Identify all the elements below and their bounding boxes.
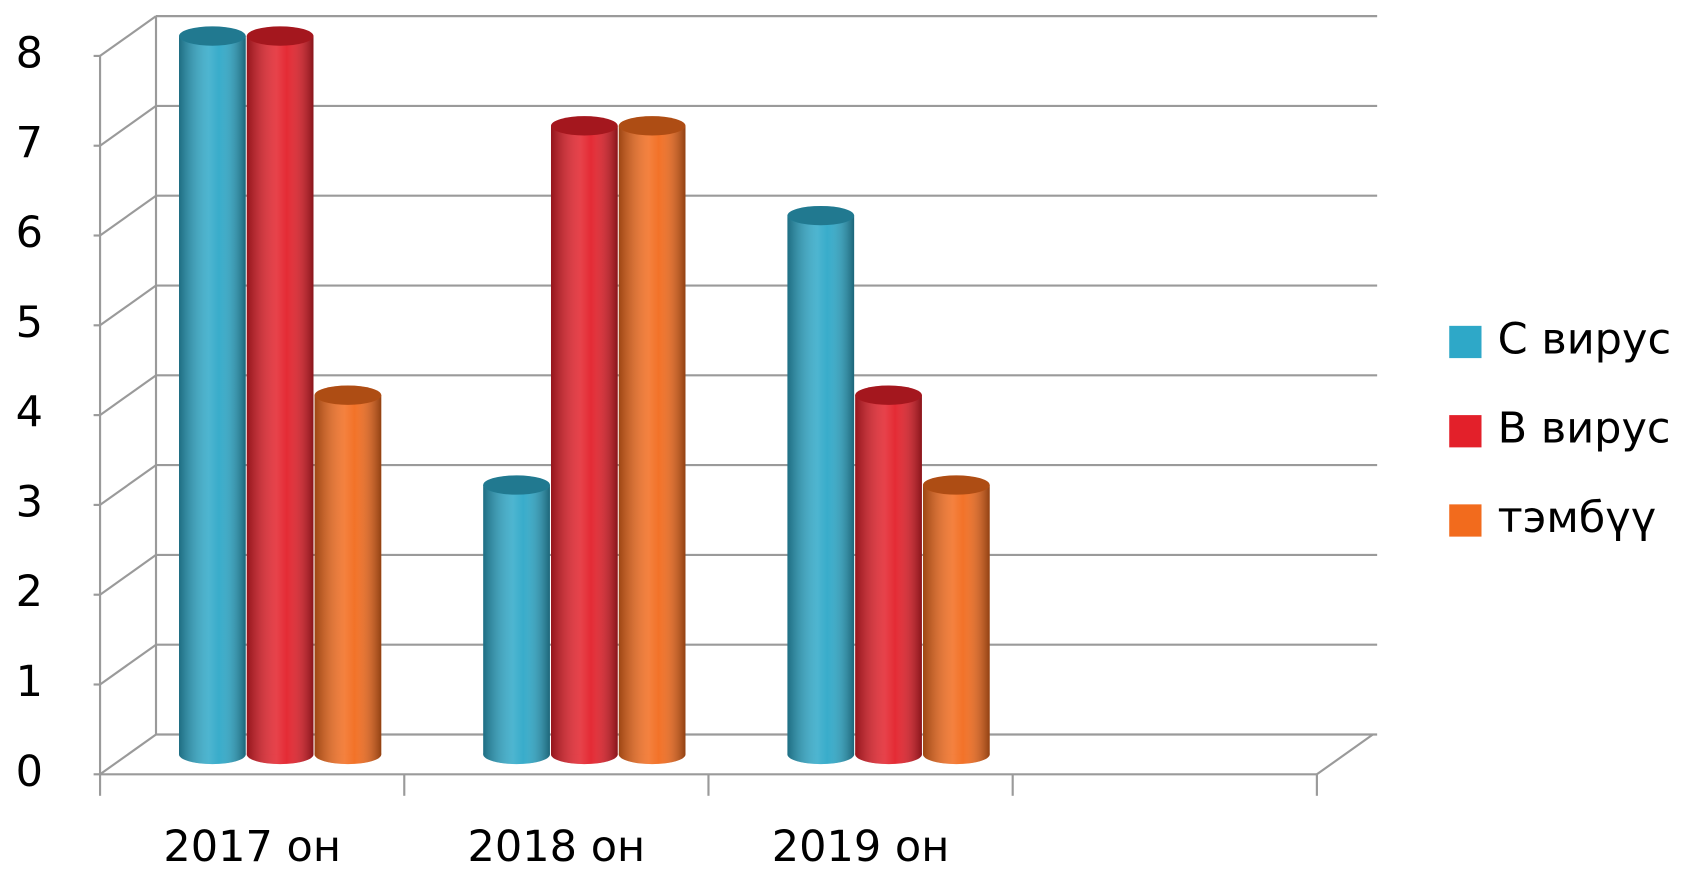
y-tick-label: 4 — [16, 388, 43, 438]
y-tick-label: 1 — [16, 657, 43, 707]
y-tick-label: 8 — [16, 28, 43, 78]
bar — [922, 475, 990, 765]
legend-label: С вирус — [1498, 314, 1671, 364]
bar — [855, 385, 922, 765]
bar — [179, 26, 246, 765]
x-tick-label: 2017 он — [163, 822, 341, 870]
grid-line — [99, 554, 157, 596]
bar — [618, 116, 686, 765]
y-tick-label: 0 — [16, 747, 43, 797]
axis-line — [1316, 733, 1374, 776]
grid-line — [99, 194, 157, 237]
legend-swatch — [1449, 415, 1482, 448]
x-tick-label: 2019 он — [772, 822, 950, 870]
legend-label: тэмбүү — [1498, 493, 1657, 543]
y-tick-label: 7 — [16, 118, 43, 168]
bar — [787, 205, 855, 765]
bar — [246, 26, 314, 765]
y-tick-label: 3 — [16, 477, 43, 527]
legend-label: В вирус — [1498, 404, 1671, 454]
y-tick-label: 2 — [16, 567, 43, 617]
bar — [550, 116, 618, 765]
y-tick-label: 6 — [16, 208, 43, 258]
grid-line — [99, 374, 157, 416]
legend-swatch — [1449, 504, 1482, 537]
bar — [483, 475, 550, 765]
legend-swatch — [1449, 325, 1482, 359]
grid-line — [99, 105, 157, 147]
x-tick-label: 2018 он — [468, 822, 646, 870]
grid-line — [99, 733, 157, 776]
bar — [314, 385, 382, 765]
grid-line — [99, 643, 157, 686]
grid-line — [99, 284, 157, 327]
grid-line — [99, 464, 157, 506]
y-tick-label: 5 — [16, 298, 43, 348]
grid-line — [99, 15, 157, 57]
